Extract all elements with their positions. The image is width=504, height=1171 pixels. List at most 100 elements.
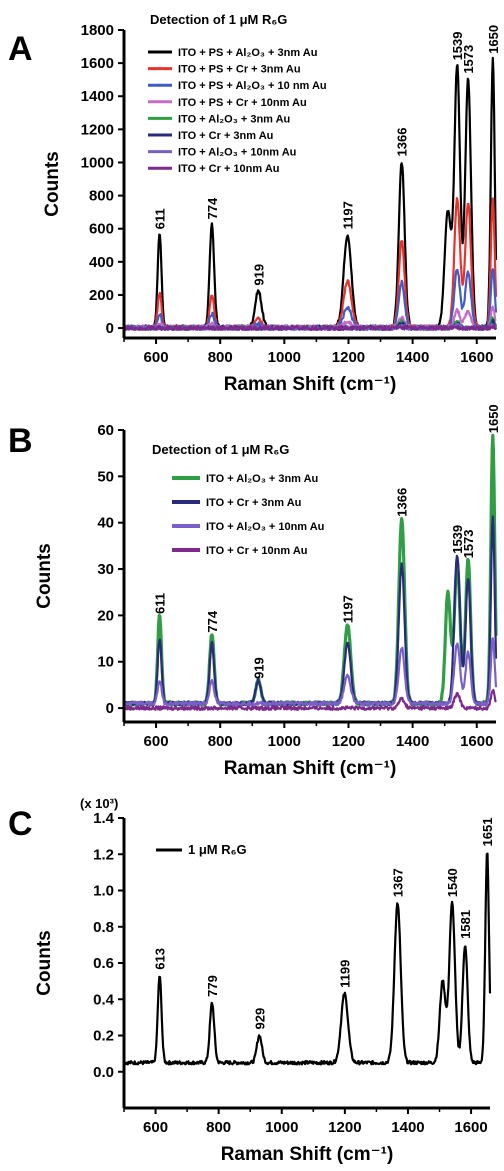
legend-label: ITO + Cr + 3nm Au [178,130,273,142]
y-tick-label: 50 [97,468,114,485]
series-line-2 [123,515,498,707]
y-tick-label: 600 [89,221,114,238]
legend-label: ITO + Al₂O₃ + 10nm Au [206,521,324,533]
peak-label: 919 [251,264,266,286]
peak-label: 1539 [450,32,465,61]
legend-label: ITO + Cr + 10nm Au [178,163,279,175]
y-tick-label: 1.4 [93,810,115,827]
y-axis-label: Counts [42,151,63,216]
x-tick-label: 600 [144,349,169,366]
legend-label: ITO + PS + Cr + 3nm Au [178,64,301,76]
legend-label: ITO + PS + Cr + 10nm Au [178,97,307,109]
y-tick-label: 1.2 [93,846,114,863]
peak-label: 613 [153,948,168,970]
y-tick-label: 1400 [81,88,114,105]
legend-label: ITO + PS + Al₂O₃ + 10 nm Au [178,80,327,92]
x-axis-label: Raman Shift (cm⁻¹) [224,374,397,395]
series-line-2 [122,197,498,331]
x-tick-label: 1200 [332,349,365,366]
x-tick-label: 1000 [268,733,301,750]
legend-label: 1 μM R₆G [188,842,247,857]
y-tick-label: 1800 [81,22,114,39]
peak-label: 1650 [486,404,501,433]
y-tick-label: 1000 [81,154,114,171]
y-tick-label: 20 [97,607,114,624]
x-tick-label: 1600 [460,349,493,366]
x-tick-label: 1400 [396,733,429,750]
x-tick-label: 1600 [460,733,493,750]
x-tick-label: 1200 [328,1119,361,1136]
x-tick-label: 800 [208,349,233,366]
legend-label: ITO + Al₂O₃ + 3nm Au [178,113,290,125]
series-line-3 [122,637,498,707]
peak-label: 1573 [461,45,476,74]
series-line-4 [123,689,497,711]
y-tick-label: 0 [106,320,114,337]
peak-label: 1650 [486,25,501,54]
y-tick-label: 1200 [81,121,114,138]
peak-label: 611 [153,208,168,229]
legend-label: ITO + Al₂O₃ + 10nm Au [178,147,296,159]
x-tick-label: 1400 [391,1119,424,1136]
peak-label: 1367 [391,868,406,897]
x-tick-label: 800 [206,1119,231,1136]
y-tick-label: 400 [89,254,114,271]
peak-label: 929 [252,1008,267,1030]
y-tick-label: 60 [97,422,114,439]
peak-label: 1366 [395,128,410,157]
chart-title: Detection of 1 μM R₆G [150,12,287,27]
x-axis-label: Raman Shift (cm⁻¹) [224,758,397,779]
x-tick-label: 1000 [268,349,301,366]
y-tick-label: 800 [89,188,114,205]
peak-label: 1540 [445,868,460,897]
x-tick-label: 1000 [265,1119,298,1136]
x-tick-label: 600 [144,733,169,750]
peak-label: 919 [251,657,266,679]
x-tick-label: 1200 [332,733,365,750]
y-multiplier-label: (x 10³) [80,796,118,811]
legend-label: ITO + Cr + 3nm Au [206,497,301,509]
panel-letter-c: C [8,805,33,843]
y-tick-label: 0.8 [93,919,114,936]
peak-label: 1651 [480,818,495,847]
peak-label: 611 [153,593,168,614]
y-tick-label: 200 [89,287,114,304]
y-axis-label: Counts [34,543,55,608]
panel-letter-b: B [8,422,33,460]
peak-label: 1573 [461,529,476,558]
peak-label: 774 [205,197,220,219]
series-line-8 [123,324,497,331]
chart-title: Detection of 1 μM R₆G [152,442,289,457]
y-tick-label: 0 [106,700,114,717]
peak-label: 1199 [338,960,353,988]
chart-panel-b: 600 800 1000 1200 1400 1600 0 10 20 30 40 50 60 Raman… [34,404,501,779]
y-tick-label: 1.0 [93,883,114,900]
y-tick-label: 1600 [81,55,114,72]
y-tick-label: 10 [97,654,114,671]
legend-label: ITO + PS + Al₂O₃ + 3nm Au [178,47,317,59]
y-tick-label: 0.2 [93,1028,114,1045]
peak-label: 779 [205,975,220,997]
panel-letter-a: A [8,30,33,68]
x-tick-label: 1600 [454,1119,487,1136]
peak-label: 1366 [395,488,410,517]
y-tick-label: 0.6 [93,955,114,972]
series-line-1 [122,852,492,1066]
y-tick-label: 0.0 [93,1064,114,1081]
x-tick-label: 1400 [396,349,429,366]
chart-panels: 600 800 1000 1200 1400 1600020040060080010001… [34,12,501,1165]
peak-label: 1197 [341,595,356,623]
y-tick-label: 0.4 [93,991,115,1008]
x-axis-label: Raman Shift (cm⁻¹) [221,1144,394,1165]
y-axis-label: Counts [34,930,55,995]
x-tick-label: 800 [208,733,233,750]
peak-label: 1197 [341,201,356,229]
legend-label: ITO + Al₂O₃ + 3nm Au [206,473,318,485]
legend-label: ITO + Cr + 10nm Au [206,545,307,557]
y-tick-label: 40 [97,515,114,532]
peak-label: 774 [205,610,220,632]
peak-label: 1581 [458,910,473,939]
x-tick-label: 600 [143,1119,168,1136]
peak-label: 1539 [450,525,465,554]
